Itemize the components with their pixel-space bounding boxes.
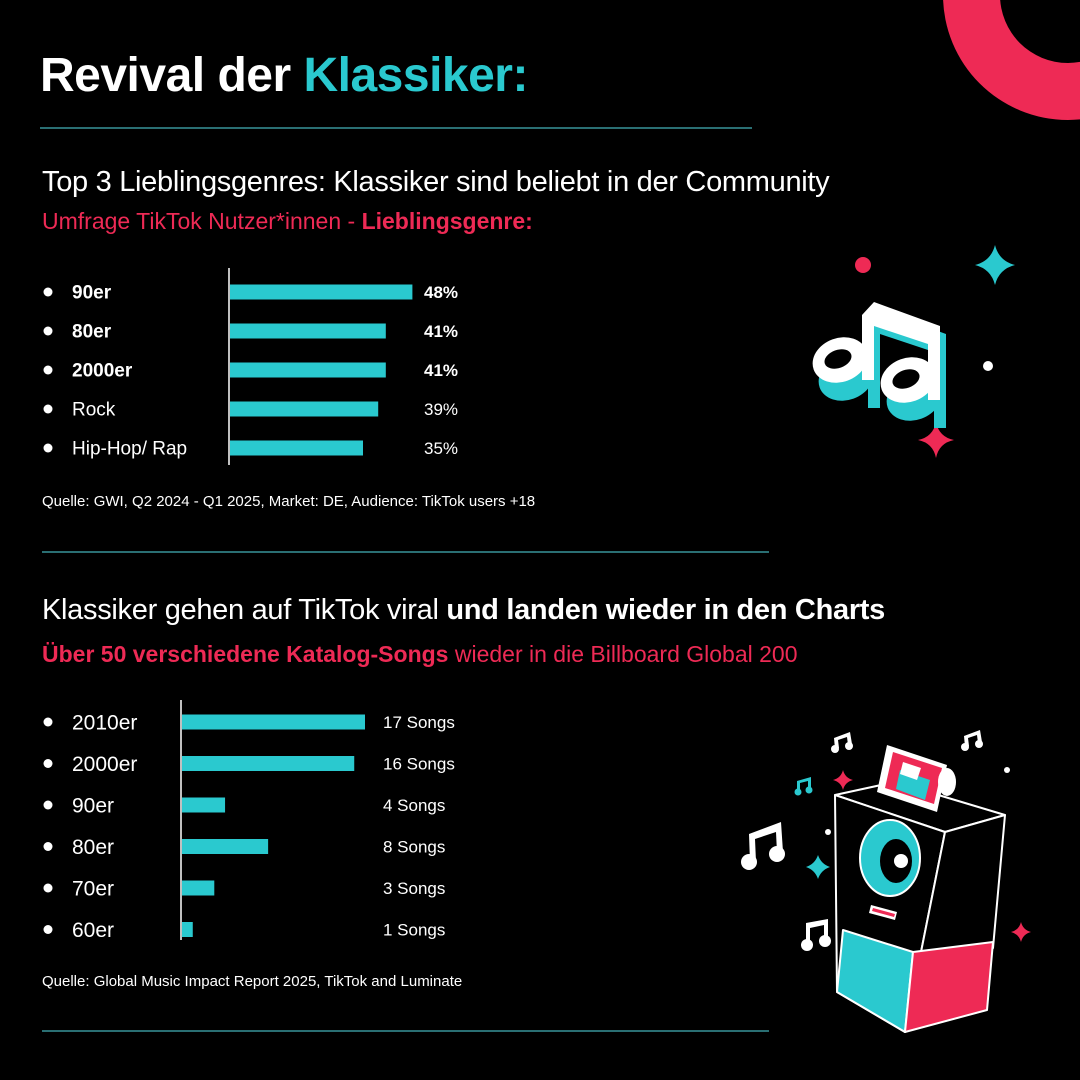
value-label: 41% [424, 361, 458, 380]
teal-sparkle-icon [806, 855, 830, 879]
pink-sparkle-icon [833, 770, 853, 790]
section2-subheading: Über 50 verschiedene Katalog-Songs wiede… [42, 641, 798, 667]
decade-chart: 2010er 17 Songs 2000er 16 Songs 90er 4 Songs 8… [43, 700, 455, 942]
bar [182, 714, 365, 730]
value-label: 48% [424, 283, 458, 302]
teal-sparkle-icon [975, 245, 1015, 285]
value-label: 8 Songs [383, 837, 445, 856]
bar [182, 797, 226, 813]
bullet-dot [43, 365, 53, 375]
category-label: 2010er [72, 711, 137, 734]
category-label: 80er [72, 836, 114, 859]
value-label: 35% [424, 439, 458, 458]
bullet-dot [43, 842, 53, 851]
bullet-dot [43, 883, 53, 893]
section2-heading: Klassiker gehen auf TikTok viral und lan… [42, 594, 885, 626]
section1-subheading: Umfrage TikTok Nutzer*innen - Lieblingsg… [42, 208, 533, 234]
value-label: 1 Songs [383, 920, 445, 939]
bar [182, 756, 355, 771]
category-label: Hip-Hop/ Rap [72, 439, 187, 460]
page-title: Revival der Klassiker: [40, 49, 528, 102]
category-label: 2000er [72, 753, 137, 776]
genre-chart: 90er 48% 80er 41% 2000er 41% Rock 39% Hip-Hop/ R… [43, 268, 458, 465]
small-music-note-icon [831, 732, 853, 753]
bullet-dot [43, 717, 53, 727]
bar [230, 362, 386, 378]
speaker-illustration [741, 730, 1031, 1033]
section2-source: Quelle: Global Music Impact Report 2025,… [42, 973, 463, 990]
section1-heading: Top 3 Lieblingsgenres: Klassiker sind be… [42, 166, 830, 198]
bar [182, 880, 215, 896]
bar [182, 839, 269, 854]
bullet-dot [43, 326, 53, 336]
value-label: 3 Songs [383, 879, 445, 898]
bullet-dot [43, 443, 53, 453]
bullet-dot [43, 287, 53, 297]
bar [230, 440, 363, 456]
category-label: 2000er [72, 361, 133, 382]
white-dot-icon [983, 361, 993, 371]
category-label: 70er [72, 877, 114, 900]
value-label: 16 Songs [383, 754, 455, 773]
category-label: 90er [72, 283, 112, 304]
section1-divider [42, 551, 769, 553]
bar [230, 284, 413, 300]
value-label: 17 Songs [383, 713, 455, 732]
music-note-icon [741, 822, 785, 870]
bar [182, 922, 193, 937]
bar [230, 323, 386, 339]
bullet-dot [43, 759, 53, 768]
category-label: 90er [72, 794, 114, 817]
bullet-dot [43, 404, 53, 414]
music-note-icon [801, 919, 831, 951]
bar [230, 401, 379, 417]
pink-dot-icon [855, 257, 871, 273]
section1-source: Quelle: GWI, Q2 2024 - Q1 2025, Market: … [42, 493, 536, 510]
value-label: 39% [424, 400, 458, 419]
small-music-note-icon [961, 730, 983, 751]
value-label: 4 Songs [383, 796, 445, 815]
title-divider [40, 127, 752, 129]
pink-sparkle-icon [918, 422, 954, 458]
category-label: 60er [72, 919, 114, 942]
section2-divider [42, 1030, 769, 1032]
music-note-illustration [812, 245, 1015, 458]
bullet-dot [43, 925, 53, 934]
value-label: 41% [424, 322, 458, 341]
small-music-note-icon [794, 777, 813, 796]
category-label: 80er [72, 322, 112, 343]
bullet-dot [43, 800, 53, 810]
pink-ring-decoration [943, 0, 1080, 120]
pink-sparkle-icon [1011, 922, 1031, 942]
category-label: Rock [72, 400, 116, 421]
